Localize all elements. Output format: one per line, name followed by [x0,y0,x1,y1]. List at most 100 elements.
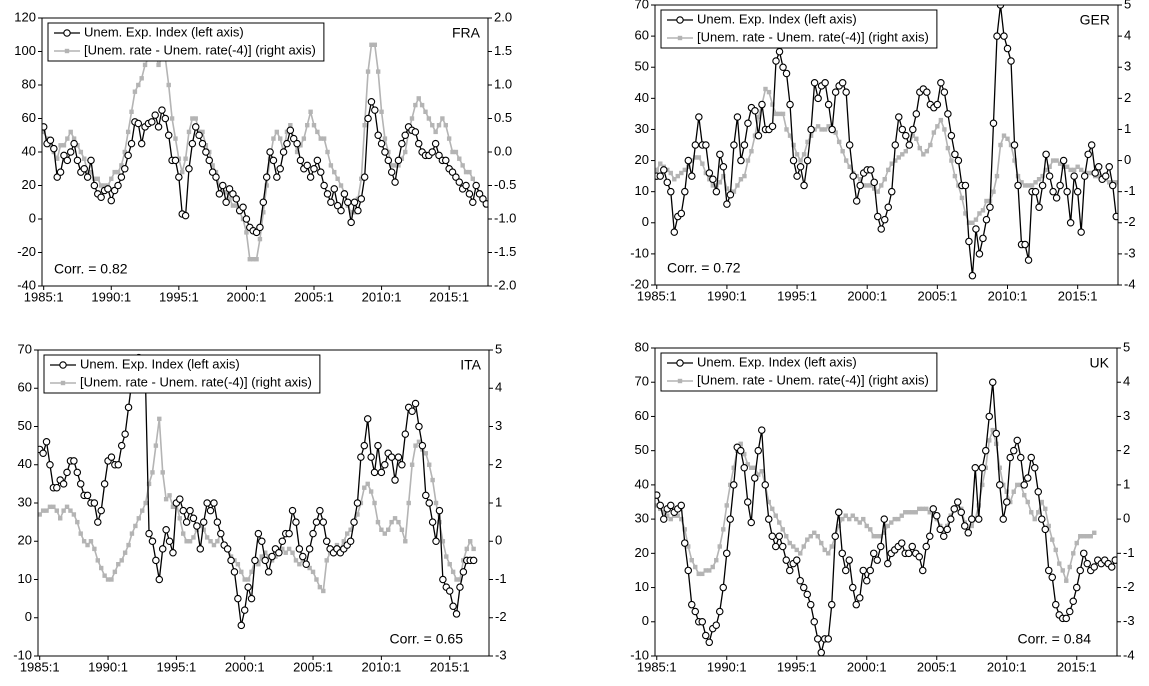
marker [105,577,111,582]
y2-tick-label: -3 [495,647,507,662]
marker [66,148,75,156]
marker [321,136,327,141]
marker [798,158,803,163]
marker [362,485,367,490]
marker [399,156,405,161]
y-tick-label: 50 [635,442,649,457]
marker [707,568,712,573]
marker [102,183,107,188]
marker [784,127,789,132]
marker [428,518,437,526]
marker [710,183,716,188]
marker [847,164,852,169]
marker [891,141,900,149]
y2-tick-label: 1 [1124,121,1131,136]
marker [308,109,313,114]
y2-tick-label: -1 [495,571,507,586]
marker [75,143,80,148]
marker [745,158,751,163]
marker [1061,164,1066,169]
marker [457,577,463,582]
legend-box [43,354,321,394]
marker [242,215,251,223]
marker [90,181,99,190]
marker [943,525,951,534]
marker [319,518,328,526]
marker [442,156,450,165]
marker [992,429,1000,438]
marker [295,545,304,553]
marker [140,508,145,513]
marker [171,156,180,165]
marker [842,88,850,96]
marker [847,516,852,522]
marker [791,544,796,549]
marker [815,534,820,539]
marker [975,250,984,258]
y-tick-label: 60 [22,110,36,125]
marker [157,416,162,422]
marker [1112,212,1118,221]
marker [882,177,887,182]
marker [960,522,969,530]
marker [677,209,686,218]
x-tick-label: 2000:1 [847,288,887,303]
marker [176,495,184,503]
marker [1024,474,1032,482]
marker [70,457,78,465]
marker [744,119,752,127]
marker [396,519,401,525]
marker [452,173,460,181]
marker [261,210,266,215]
marker [889,520,894,525]
marker [1011,489,1016,494]
marker [814,94,822,103]
marker [1062,614,1071,623]
marker [993,32,1001,40]
marker [382,531,387,536]
marker [47,504,53,510]
y-tick-label: 120 [14,9,36,24]
marker [379,527,384,532]
marker [425,499,433,507]
marker [121,165,129,173]
x-tick-label: 1985:1 [637,288,677,303]
marker [387,453,396,461]
marker [679,170,684,176]
marker [682,527,687,532]
marker [298,143,303,148]
marker [469,556,478,565]
marker [165,537,174,545]
marker [297,562,302,567]
marker [251,556,259,565]
marker [223,545,232,553]
marker [681,187,689,196]
marker [369,42,374,47]
marker [724,186,730,191]
marker [1026,183,1031,188]
marker [899,513,904,518]
marker [779,63,787,71]
marker [691,141,700,149]
marker [129,109,134,114]
marker [88,169,94,175]
y-tick-label: 60 [635,408,649,423]
marker [738,441,743,447]
marker [355,512,360,517]
marker [320,181,328,190]
marker [719,163,728,171]
y2-tick-label: 4 [1124,28,1131,43]
marker [63,156,72,165]
marker [240,606,249,614]
marker [928,142,933,148]
marker [375,69,381,74]
marker [831,88,840,96]
marker [994,441,999,447]
marker [801,152,807,157]
marker [42,129,46,135]
marker [978,464,986,472]
legend-label: [Unem. rate - Unem. rate(-4)] (right axi… [80,374,312,389]
marker [370,468,379,477]
marker [284,129,290,135]
